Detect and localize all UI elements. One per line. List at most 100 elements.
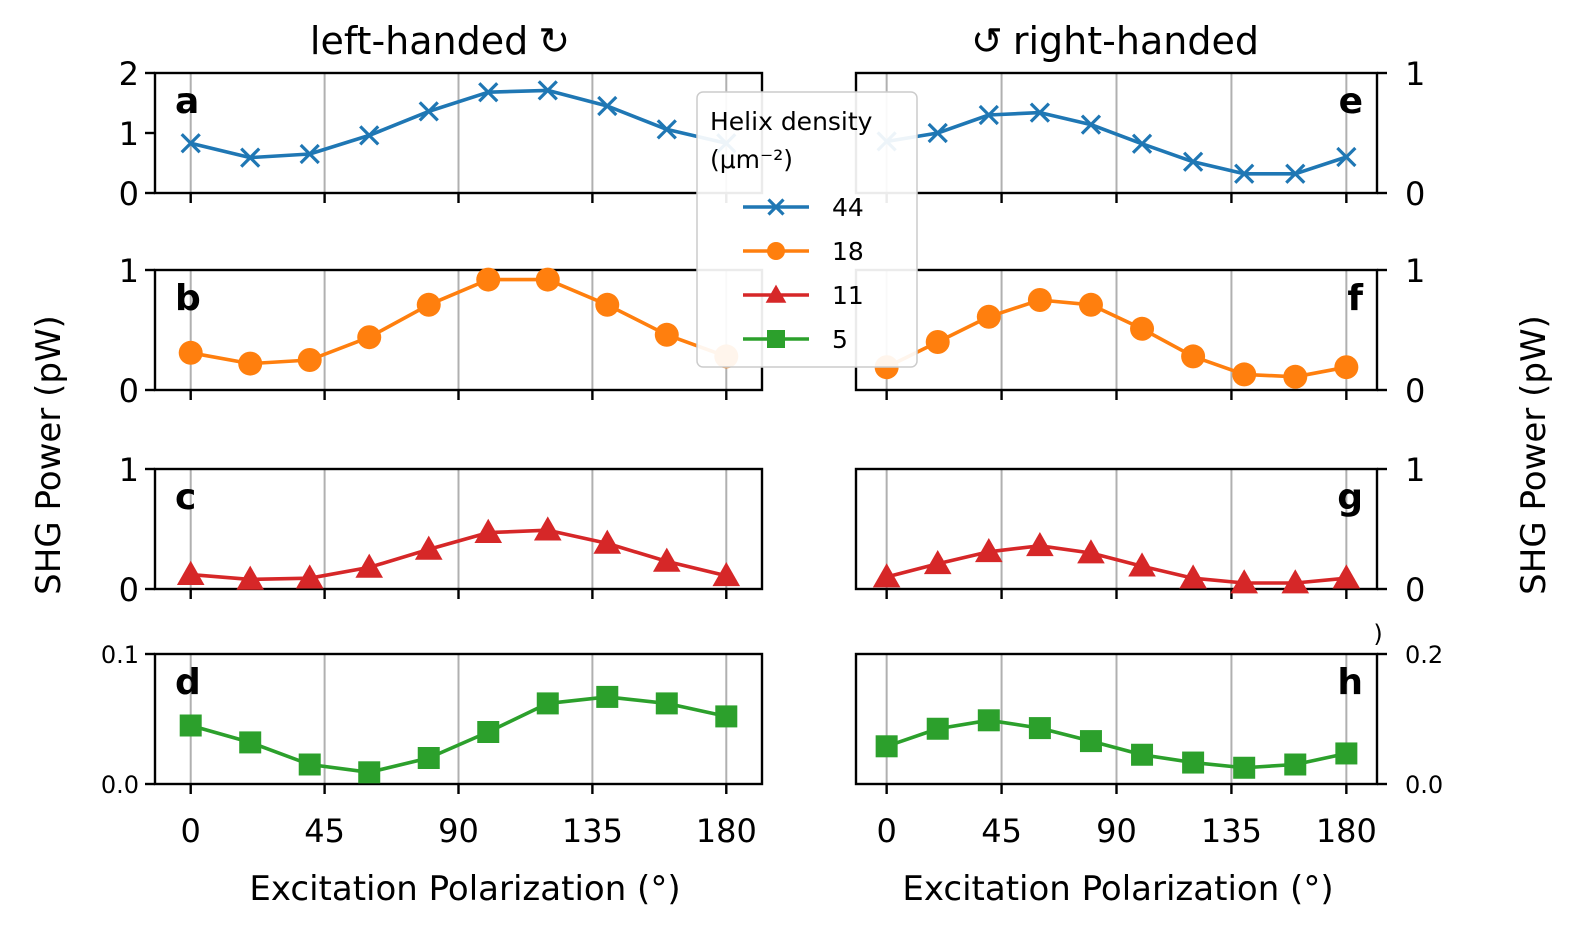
panel-g-point-9 <box>1332 564 1361 589</box>
panel-c-series-line <box>190 528 727 582</box>
counterclockwise-arrow-icon: ↺ <box>971 19 1003 63</box>
panel-d-x-tick-label-4: 180 <box>696 812 757 850</box>
panel-h: 0 45 90 135 180 0.0 0.2 h <box>854 641 1443 850</box>
panel-b-y-tick-label-0: 0 <box>119 372 139 410</box>
panel-a-point-2 <box>299 143 320 165</box>
panel-g-point-4 <box>1077 539 1105 564</box>
panel-f-y-tick-label-1: 1 <box>1405 252 1425 290</box>
panel-b-point-0 <box>178 340 203 365</box>
panel-a-point-7 <box>597 95 618 117</box>
panel-h-series-line <box>886 718 1347 770</box>
legend-label-18: 18 <box>832 237 864 266</box>
panel-c-point-6 <box>533 516 562 541</box>
panel-b-point-6 <box>535 267 560 292</box>
panel-h-x-tick-label-3: 135 <box>1201 812 1262 850</box>
panel-b: 0 1b <box>119 252 764 410</box>
panel-f-point-7 <box>1232 362 1257 387</box>
legend-label-44: 44 <box>832 193 864 222</box>
panel-a-point-8 <box>656 119 677 140</box>
panel-a-point-0 <box>180 133 201 154</box>
legend-18-point-marker <box>767 242 785 260</box>
panel-e-point-3 <box>1029 102 1051 123</box>
panel-e-point-7 <box>1234 163 1255 184</box>
legend-entry-11: 11 <box>743 281 864 310</box>
panel-f: 0 1 f <box>854 252 1425 410</box>
panel-d-point-9 <box>715 705 738 728</box>
panel-d-letter: d <box>175 662 201 703</box>
left-column-title: left-handed ↻ <box>310 19 570 63</box>
panel-g-point-2 <box>975 538 1003 563</box>
panel-g-point-7 <box>1230 569 1258 594</box>
panel-e-point-6 <box>1182 151 1204 172</box>
panel-f-y-tick-label-0: 0 <box>1405 372 1425 410</box>
panel-a-series-line <box>190 88 727 160</box>
panel-a-y-tick-label-0: 0 <box>119 175 139 213</box>
panel-h-point-5 <box>1131 743 1154 766</box>
panel-d-x-tick-label-3: 135 <box>562 812 623 850</box>
panel-g-point-3 <box>1026 532 1054 557</box>
panel-d-point-4 <box>417 747 440 769</box>
legend: Helix density (μm⁻²) 44 18 11 5 <box>696 91 918 368</box>
panel-b-point-2 <box>297 348 322 372</box>
legend-entry-5: 5 <box>743 325 848 354</box>
legend-title-line2: (μm⁻²) <box>710 145 793 174</box>
panel-c-point-9 <box>712 562 741 587</box>
panel-e-y-tick-label-1: 1 <box>1405 55 1425 93</box>
panel-g-point-6 <box>1179 564 1207 589</box>
panel-g-series-line <box>886 543 1347 585</box>
legend-label-11: 11 <box>832 281 864 310</box>
panel-b-point-7 <box>595 292 620 317</box>
panel-e-letter: e <box>1339 81 1363 122</box>
panel-g: 0 1 g <box>854 451 1425 609</box>
panel-a-point-6 <box>537 80 558 101</box>
panel-d-point-6 <box>536 692 559 715</box>
panel-e-y-tick-label-0: 0 <box>1405 175 1425 213</box>
right-x-axis-title: Excitation Polarization (°) <box>902 869 1333 909</box>
panel-h-point-8 <box>1284 753 1307 776</box>
panel-f-point-2 <box>976 304 1001 329</box>
panel-c: 0 1c <box>119 451 764 609</box>
panel-b-point-1 <box>238 351 263 376</box>
panel-d: 0 45 90 135 180 0.0 0.1 d <box>101 641 764 850</box>
panel-d-point-0 <box>179 714 202 737</box>
left-y-axis-title: SHG Power (pW) <box>29 315 69 595</box>
panel-g-point-0 <box>872 563 901 588</box>
panel-h-point-3 <box>1028 717 1051 740</box>
stray-mark: ) <box>1373 620 1382 648</box>
panel-b-point-4 <box>416 292 441 317</box>
panel-d-series-line <box>190 695 727 775</box>
panel-a-y-tick-label-2: 2 <box>119 55 139 93</box>
left-title-text: left-handed <box>310 19 528 63</box>
panel-h-letter: h <box>1337 662 1363 703</box>
panel-d-x-tick-label-1: 45 <box>304 812 345 850</box>
panel-a-point-5 <box>478 82 499 103</box>
panel-b-point-5 <box>476 267 501 292</box>
panel-d-point-8 <box>655 692 678 715</box>
panel-e-point-2 <box>978 104 999 126</box>
legend-11-point-marker <box>765 284 787 303</box>
panel-c-point-7 <box>593 529 622 554</box>
panel-h-point-4 <box>1079 730 1102 753</box>
panel-e-point-8 <box>1285 163 1306 184</box>
panel-b-y-tick-label-1: 1 <box>119 252 139 290</box>
panel-b-letter: b <box>175 278 201 319</box>
panel-f-point-5 <box>1130 316 1155 341</box>
panel-c-point-3 <box>355 553 384 578</box>
panel-g-point-8 <box>1281 569 1310 594</box>
legend-entry-44: 44 <box>743 193 864 222</box>
panel-d-x-tick-label-0: 0 <box>181 812 201 850</box>
panel-e-point-5 <box>1131 133 1153 154</box>
panel-a-y-tick-label-1: 1 <box>119 115 139 153</box>
panel-a-letter: a <box>175 81 199 122</box>
panel-h-x-tick-label-1: 45 <box>981 812 1022 850</box>
panel-d-point-5 <box>477 721 500 743</box>
panel-f-point-4 <box>1078 292 1103 317</box>
right-title-text: right-handed <box>1013 19 1259 63</box>
panel-h-point-2 <box>977 709 1000 732</box>
panel-f-point-3 <box>1027 288 1052 312</box>
left-x-axis-title: Excitation Polarization (°) <box>249 869 680 909</box>
panel-c-point-8 <box>652 547 681 572</box>
panel-c-y-tick-label-1: 1 <box>119 451 139 489</box>
panel-h-point-1 <box>926 717 949 740</box>
